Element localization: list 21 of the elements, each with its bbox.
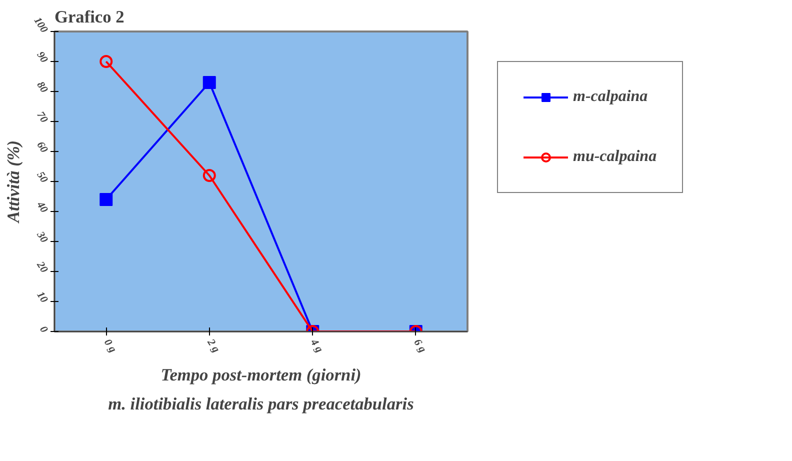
y-tick-label: 40 [34,199,50,216]
y-tick-label: 70 [34,110,50,126]
y-tick-label: 20 [34,259,50,276]
x-tick-label: 0 g [101,338,118,356]
y-tick-label: 50 [34,170,50,186]
legend-label: mu-calpaina [573,148,657,166]
y-tick-label: 0 [37,324,50,336]
y-axis-title: Attività (%) [4,140,23,224]
text: m. iliotibialis lateralis pars preacetabularis [108,394,414,414]
y-tick-label: 100 [31,16,50,36]
y-tick-label: 60 [34,140,50,156]
y-tick-label: 90 [34,50,50,66]
x-tick-label: 6 g [411,338,428,356]
legend-label: m-calpaina [573,88,648,106]
chart-title: Grafico 2 [54,8,124,26]
y-tick-label: 10 [34,290,50,306]
x-tick-label: 2 g [204,336,222,356]
x-tick-label: 4 g [307,336,325,356]
y-tick-label: 80 [34,80,50,96]
x-axis-title: Tempo post-mortem (giorni) [160,366,362,385]
y-tick-label: 30 [34,229,50,246]
